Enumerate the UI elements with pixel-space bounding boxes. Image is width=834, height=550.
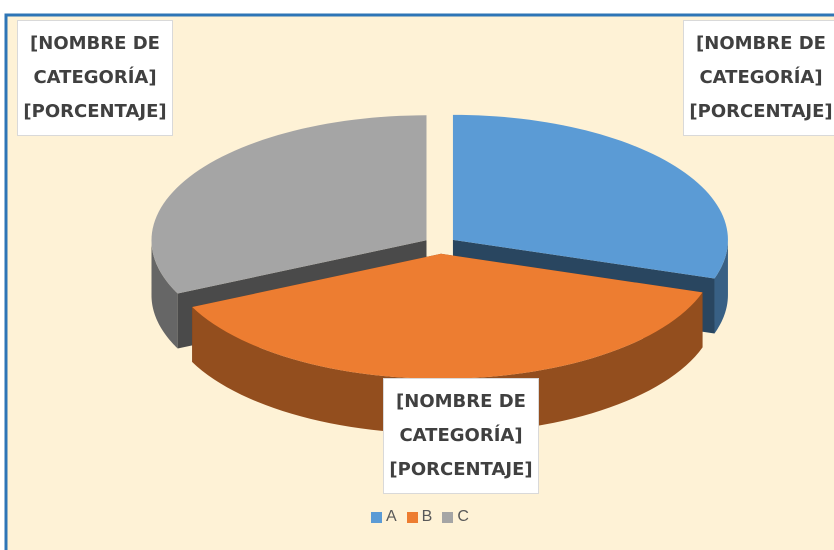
slice-top [151,115,427,294]
legend-label: C [457,508,469,525]
slice-top [192,253,703,379]
legend: A B C [371,508,479,526]
slice-wall [714,239,728,334]
legend-item: A [371,508,397,526]
data-label: [NOMBRE DE CATEGORÍA] [PORCENTAJE] [683,20,834,136]
data-label: [NOMBRE DE CATEGORÍA] [PORCENTAJE] [17,20,173,136]
slice-top [452,114,728,279]
legend-item: C [442,508,469,526]
slice-wall [192,292,703,434]
data-label: [NOMBRE DE CATEGORÍA] [PORCENTAJE] [383,378,539,494]
pie-slice [192,253,703,434]
legend-swatch [442,511,454,523]
slice-wall [151,240,178,349]
legend-swatch [371,511,382,523]
legend-swatch [406,511,418,523]
legend-label: A [386,508,397,525]
legend-item: B [406,508,433,526]
legend-label: B [421,508,433,525]
